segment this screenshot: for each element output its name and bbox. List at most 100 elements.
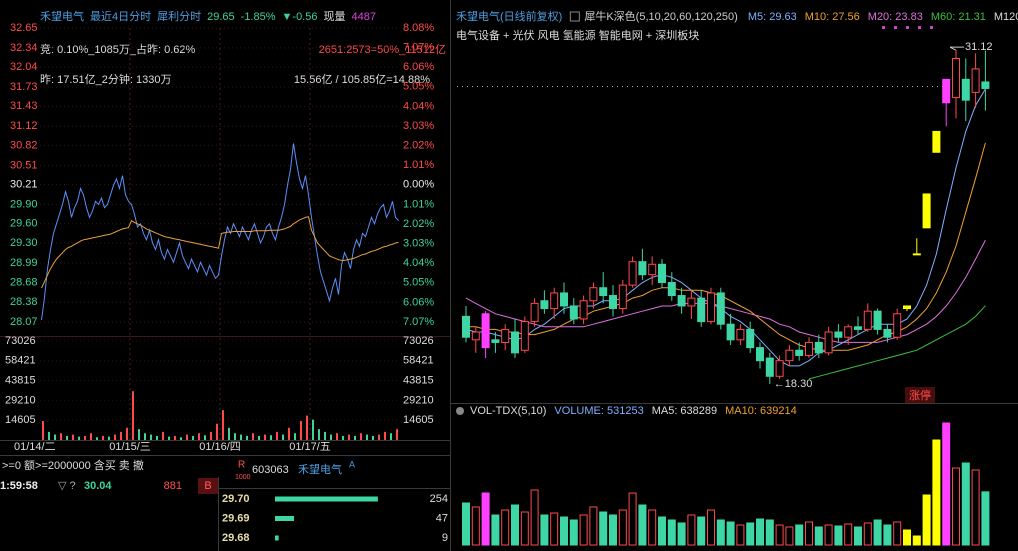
candle-body <box>854 326 862 330</box>
header-item: 犀利分时 <box>157 10 201 23</box>
volume-bar <box>834 525 843 546</box>
trade-qty: 881 <box>164 480 182 492</box>
volume-tick-label: 43815 <box>5 375 36 387</box>
volume-tick-label: 73026 <box>403 335 434 347</box>
header-item: 犀牛K深色(5,10,20,60,120,250) <box>584 9 737 23</box>
volume-bar <box>252 433 254 440</box>
volume-bar <box>84 435 86 440</box>
volume-bar <box>390 433 392 440</box>
volume-bar <box>108 436 110 440</box>
trade-side: B <box>204 480 211 492</box>
high-pointer <box>949 46 964 51</box>
candle-body <box>863 310 872 330</box>
trade-time: 1:59:58 <box>0 480 38 492</box>
order-filter: >=0 额>=2000000 含买 卖 撤 <box>2 458 144 472</box>
candle-body <box>530 302 539 323</box>
candle-body <box>814 341 823 354</box>
volume-bar <box>216 423 218 440</box>
price-tick-label: 28.07 <box>10 316 38 328</box>
volume-bar <box>726 521 735 546</box>
volume-bar <box>707 509 715 546</box>
pct-tick-label: 1.01% <box>403 159 434 171</box>
volume-bar <box>765 519 774 546</box>
pct-tick-label: 7.07% <box>403 316 434 328</box>
candle-body <box>726 323 735 341</box>
volume-bar <box>348 434 350 440</box>
book-bar <box>275 516 295 521</box>
volume-bar <box>180 437 182 440</box>
volume-bar <box>501 509 510 546</box>
candle-body <box>805 341 813 356</box>
volume-bar <box>550 512 559 546</box>
pct-tick-label: 3.03% <box>403 120 434 132</box>
candle-body <box>481 313 490 349</box>
volume-bar <box>618 509 627 546</box>
pct-tick-label: 2.02% <box>403 218 434 230</box>
pct-tick-label: 7.07% <box>403 42 434 54</box>
volume-bar <box>360 433 362 440</box>
price-tick-label: 28.68 <box>10 277 38 289</box>
candle-body <box>893 313 902 338</box>
volume-bar <box>952 467 960 546</box>
volume-tick-label: 73026 <box>5 335 36 347</box>
volume-bar <box>530 489 539 546</box>
volume-bar <box>78 436 80 440</box>
volume-bar <box>795 524 804 546</box>
candle-body <box>756 347 764 362</box>
volume-bar <box>932 439 941 546</box>
trade-price: 30.04 <box>84 480 112 492</box>
volume-bar <box>306 415 308 440</box>
candle-body <box>658 263 666 284</box>
candle-body <box>638 261 647 276</box>
volume-bar <box>318 429 320 440</box>
volume-bar <box>246 435 248 440</box>
volume-bar <box>372 435 374 440</box>
volume-bar <box>186 434 188 440</box>
candle-body <box>716 292 725 325</box>
candle-body <box>569 305 578 320</box>
header-item: 现量 <box>323 10 345 23</box>
volume-bar <box>560 516 568 546</box>
volume-bar <box>132 391 134 440</box>
volume-bar <box>282 434 284 440</box>
volume-bar <box>210 431 212 440</box>
price-tick-label: 31.43 <box>10 100 38 112</box>
pct-tick-label: 5.05% <box>403 277 434 289</box>
volume-title: VOL-TDX(5,10) <box>470 405 546 417</box>
volume-bar <box>54 434 56 440</box>
volume-bar <box>981 491 990 546</box>
candle-body <box>795 349 804 356</box>
candle-body <box>824 331 833 354</box>
volume-bar <box>873 519 882 546</box>
volume-bar <box>883 524 892 546</box>
volume-bar <box>264 434 266 440</box>
volume-bar <box>396 429 398 440</box>
volume-bar <box>805 521 813 546</box>
candle-body <box>560 292 568 307</box>
header-item: 29.65 <box>207 11 235 23</box>
header-item: 禾望电气 <box>40 9 84 23</box>
volume-bar <box>114 434 116 440</box>
volume-bar <box>971 469 980 546</box>
date-label: 01/14/二 <box>14 441 56 453</box>
pct-tick-label: 8.08% <box>403 22 434 34</box>
date-label: 01/15/三 <box>109 441 151 453</box>
volume-bar <box>42 421 44 440</box>
ma-line <box>808 305 986 380</box>
header-item: M60: 21.31 <box>931 11 986 23</box>
stock-code: 603063 <box>252 464 289 476</box>
book-bar <box>275 496 378 502</box>
volume-bar <box>736 524 745 546</box>
volume-bar <box>677 522 686 546</box>
volume-bar <box>667 519 676 546</box>
volume-tick-label: 14605 <box>5 414 36 426</box>
price-tick-label: 28.38 <box>10 296 38 308</box>
volume-bar <box>72 434 74 440</box>
volume-bar <box>854 526 862 546</box>
volume-bar <box>579 514 588 546</box>
volume-bar <box>903 529 911 546</box>
stock-name: 禾望电气 <box>298 462 342 476</box>
price-tick-label: 28.99 <box>10 257 38 269</box>
volume-bar <box>228 427 230 440</box>
header-item: 最近4日分时 <box>90 10 151 23</box>
